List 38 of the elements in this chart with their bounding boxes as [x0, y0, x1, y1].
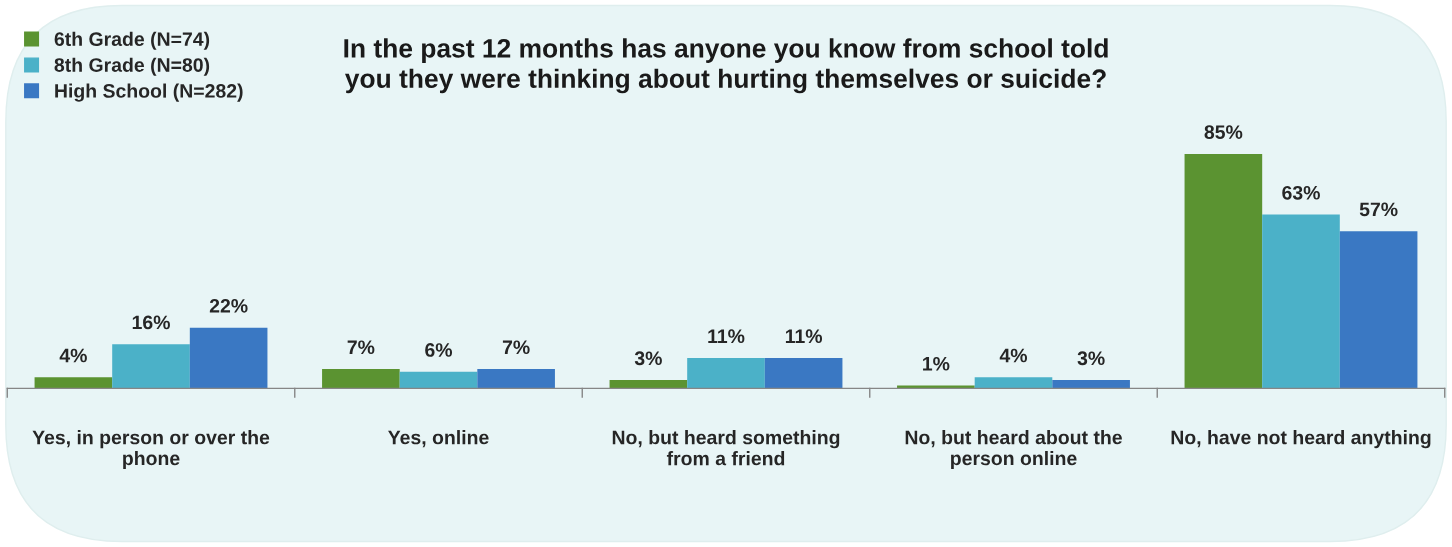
bar [1262, 214, 1340, 389]
data-label: 4% [59, 348, 87, 363]
data-label: 4% [999, 348, 1028, 363]
bar [34, 377, 113, 389]
bar [609, 380, 688, 389]
data-label: 3% [634, 351, 662, 366]
data-label: 6% [425, 343, 453, 357]
data-label: 85% [1204, 125, 1243, 139]
legend-label: High School (N=282) [55, 83, 243, 102]
x-tick-label: Yes, in person or over the phone [32, 430, 270, 470]
bar [399, 371, 478, 389]
bar [1184, 153, 1263, 389]
x-tick-label: No, but heard something from a friend [612, 430, 840, 466]
data-label: 3% [1077, 351, 1105, 366]
x-tick-label: No, but heard about the person online [905, 430, 1122, 470]
bar [1339, 231, 1418, 389]
data-label: 16% [132, 315, 170, 330]
bar [764, 358, 843, 389]
data-label: 11% [708, 329, 745, 344]
bar [477, 369, 555, 389]
data-label: 11% [785, 329, 823, 344]
chart-title: In the past 12 months has anyone you know from school told you they were thinking about hurting themselves or suicide? [344, 38, 1108, 94]
data-label: 7% [502, 340, 530, 355]
bar [189, 327, 268, 389]
data-label: 7% [347, 340, 375, 355]
bar [322, 369, 400, 389]
bar [1052, 380, 1130, 389]
data-label: 22% [209, 298, 248, 313]
x-tick-label: Yes, online [388, 430, 489, 448]
data-label: 57% [1359, 202, 1398, 217]
legend-label: 6th Grade (N=74) [54, 31, 210, 50]
legend-label: 8th Grade (N=80) [54, 57, 210, 76]
data-label: 63% [1282, 185, 1320, 200]
bar [974, 377, 1053, 389]
bar [112, 344, 190, 389]
bar [687, 358, 765, 389]
x-tick-label: No, have not heard anything [1171, 430, 1431, 449]
data-label: 1% [923, 356, 950, 371]
